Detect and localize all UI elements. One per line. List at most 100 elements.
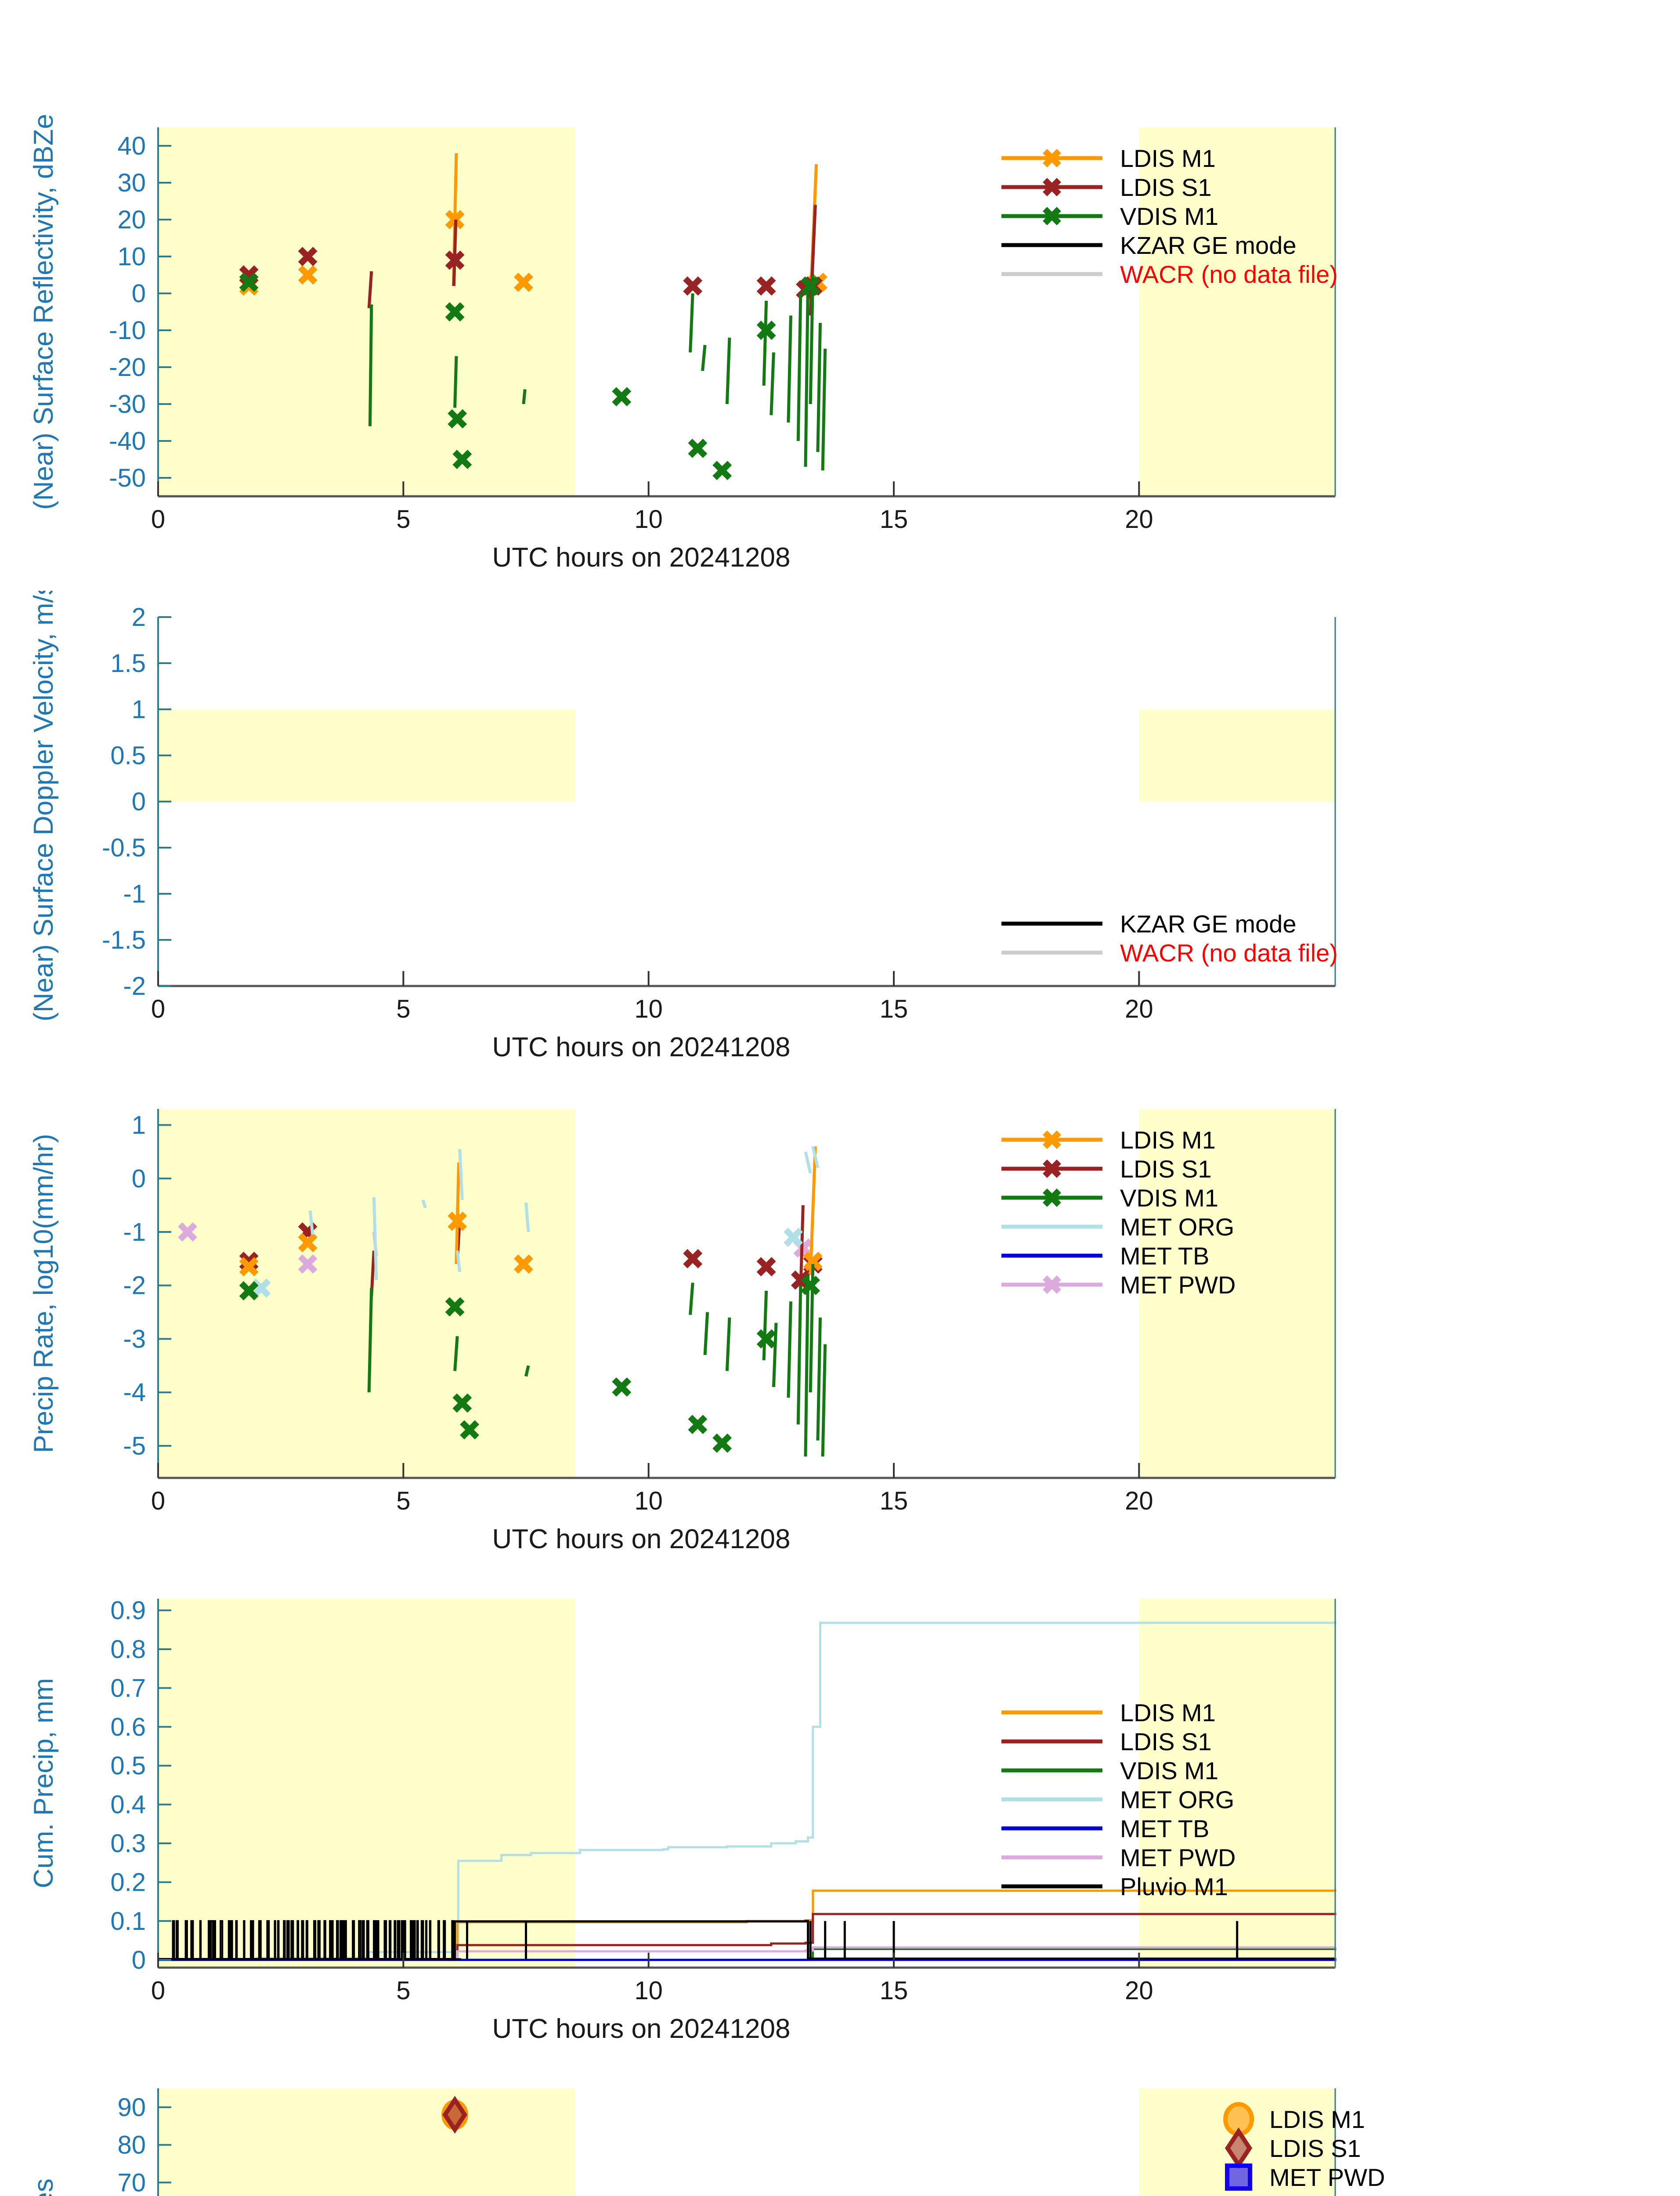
- y-tick-label: 40: [117, 132, 146, 160]
- series-segment: [524, 1365, 530, 1377]
- series-segment: [821, 1344, 827, 1457]
- series-segment: [821, 348, 827, 471]
- x-tick-label: 0: [151, 1487, 165, 1515]
- marker-x: [612, 1377, 632, 1397]
- marker-x: [791, 1270, 810, 1290]
- shaded-span-1: [1139, 1599, 1335, 1968]
- series-segment: [787, 1301, 792, 1398]
- series-segment: [367, 271, 373, 308]
- y-axis-label: (Near) Surface Doppler Velocity, m/s: [29, 591, 59, 1022]
- y-tick-label: -1: [123, 1218, 146, 1246]
- marker-x: [452, 450, 472, 469]
- y-tick-label: 0.1: [110, 1907, 146, 1936]
- series-segment: [689, 1282, 694, 1315]
- x-tick-label: 5: [396, 1487, 410, 1515]
- series-segment: [809, 1146, 817, 1275]
- y-tick-label: 0.3: [110, 1829, 146, 1858]
- y-tick-label: -1.5: [102, 926, 146, 954]
- x-axis-label: UTC hours on 20241208: [492, 542, 790, 573]
- series-segment: [524, 1202, 530, 1232]
- legend-label: LDIS S1: [1120, 1728, 1212, 1755]
- legend-marker-x: [1043, 178, 1061, 196]
- legend-label: LDIS M1: [1120, 144, 1216, 172]
- legend-label: KZAR GE mode: [1120, 231, 1296, 259]
- y-tick-label: -0.5: [102, 834, 146, 862]
- x-tick-label: 15: [880, 995, 908, 1023]
- marker-x: [448, 1211, 467, 1231]
- x-tick-label: 0: [151, 505, 165, 534]
- y-tick-label: 0: [132, 1164, 146, 1193]
- x-axis-label: UTC hours on 20241208: [492, 2014, 790, 2044]
- marker-x: [239, 1281, 259, 1300]
- marker-x: [712, 1433, 732, 1453]
- y-tick-label: -40: [109, 427, 146, 455]
- marker-x: [251, 1278, 271, 1298]
- series-segment: [804, 1151, 812, 1174]
- x-tick-label: 5: [396, 1976, 410, 2005]
- pluvio-noise: [158, 1920, 462, 1960]
- shaded-span-0: [158, 1599, 575, 1968]
- y-tick-label: -50: [109, 464, 146, 492]
- x-tick-label: 20: [1125, 505, 1153, 534]
- series-segment: [816, 323, 822, 452]
- marker-x: [445, 302, 465, 321]
- legend-label: MET PWD: [1269, 2163, 1385, 2191]
- x-tick-label: 0: [151, 995, 165, 1023]
- marker-x: [756, 321, 776, 340]
- y-tick-label: 20: [117, 206, 146, 234]
- legend-label: LDIS S1: [1120, 1155, 1212, 1183]
- y-tick-label: 0.6: [110, 1713, 146, 1741]
- plot-data: [441, 2095, 469, 2134]
- x-axis-label: UTC hours on 20241208: [492, 1524, 790, 1554]
- y-tick-label: -5: [123, 1432, 146, 1460]
- marker-x: [298, 265, 318, 285]
- y-tick-label: -2: [123, 972, 146, 1000]
- plot-data: [239, 153, 827, 480]
- y-tick-label: -3: [123, 1325, 146, 1353]
- series-segment: [368, 304, 373, 426]
- series-segment: [367, 1288, 373, 1393]
- legend-label: LDIS M1: [1120, 1699, 1216, 1726]
- panel-precip-rate: -5 -4 -3 -2 -1 0 1 0 5 10 15 20 UTC hours on 2024120…: [0, 1083, 1680, 1566]
- series-segment: [804, 282, 810, 467]
- x-tick-label: 10: [634, 995, 663, 1023]
- y-tick-label: 90: [117, 2093, 146, 2122]
- marker-x: [756, 276, 776, 296]
- shaded-span-0: [158, 709, 575, 802]
- legend-label: MET ORG: [1120, 1213, 1234, 1241]
- panel-cum-precip: 0 0.1 0.2 0.3 0.4 0.5 0.6 0.7 0.8 0.9 0 5 10 15 20 UTC …: [0, 1572, 1680, 2055]
- x-tick-label: 10: [634, 505, 663, 534]
- y-tick-label: 1: [132, 695, 146, 724]
- legend-label: VDIS M1: [1120, 202, 1218, 230]
- y-tick-label: 80: [117, 2131, 146, 2160]
- y-axis-label: (Near) Surface Reflectivity, dBZe: [29, 114, 59, 510]
- shaded-span-0: [158, 2088, 575, 2196]
- x-tick-label: 10: [634, 1976, 663, 2005]
- y-tick-label: -10: [109, 316, 146, 345]
- x-tick-label: 15: [880, 505, 908, 534]
- marker-x: [612, 387, 632, 407]
- legend-label: KZAR GE mode: [1120, 910, 1296, 938]
- y-tick-label: 1: [132, 1111, 146, 1140]
- legend-marker-x: [1043, 1188, 1061, 1207]
- series-segment: [703, 1312, 709, 1355]
- shaded-span-1: [1139, 709, 1335, 802]
- shaded-span-1: [1139, 127, 1335, 496]
- marker-x: [801, 276, 820, 296]
- legend-label: VDIS M1: [1120, 1757, 1218, 1784]
- plot-data: [178, 1146, 827, 1457]
- series-segment: [725, 337, 731, 405]
- series-segment: [762, 1290, 768, 1361]
- series-segment: [455, 1162, 461, 1264]
- series-segment: [770, 352, 775, 415]
- y-tick-label: 1.5: [110, 649, 146, 678]
- y-tick-label: 0.4: [110, 1791, 146, 1819]
- legend-label: LDIS S1: [1120, 173, 1212, 201]
- marker-x: [298, 247, 318, 266]
- series-segment: [811, 1146, 820, 1168]
- legend-marker-x: [1043, 1275, 1061, 1294]
- y-tick-label: -4: [123, 1378, 146, 1407]
